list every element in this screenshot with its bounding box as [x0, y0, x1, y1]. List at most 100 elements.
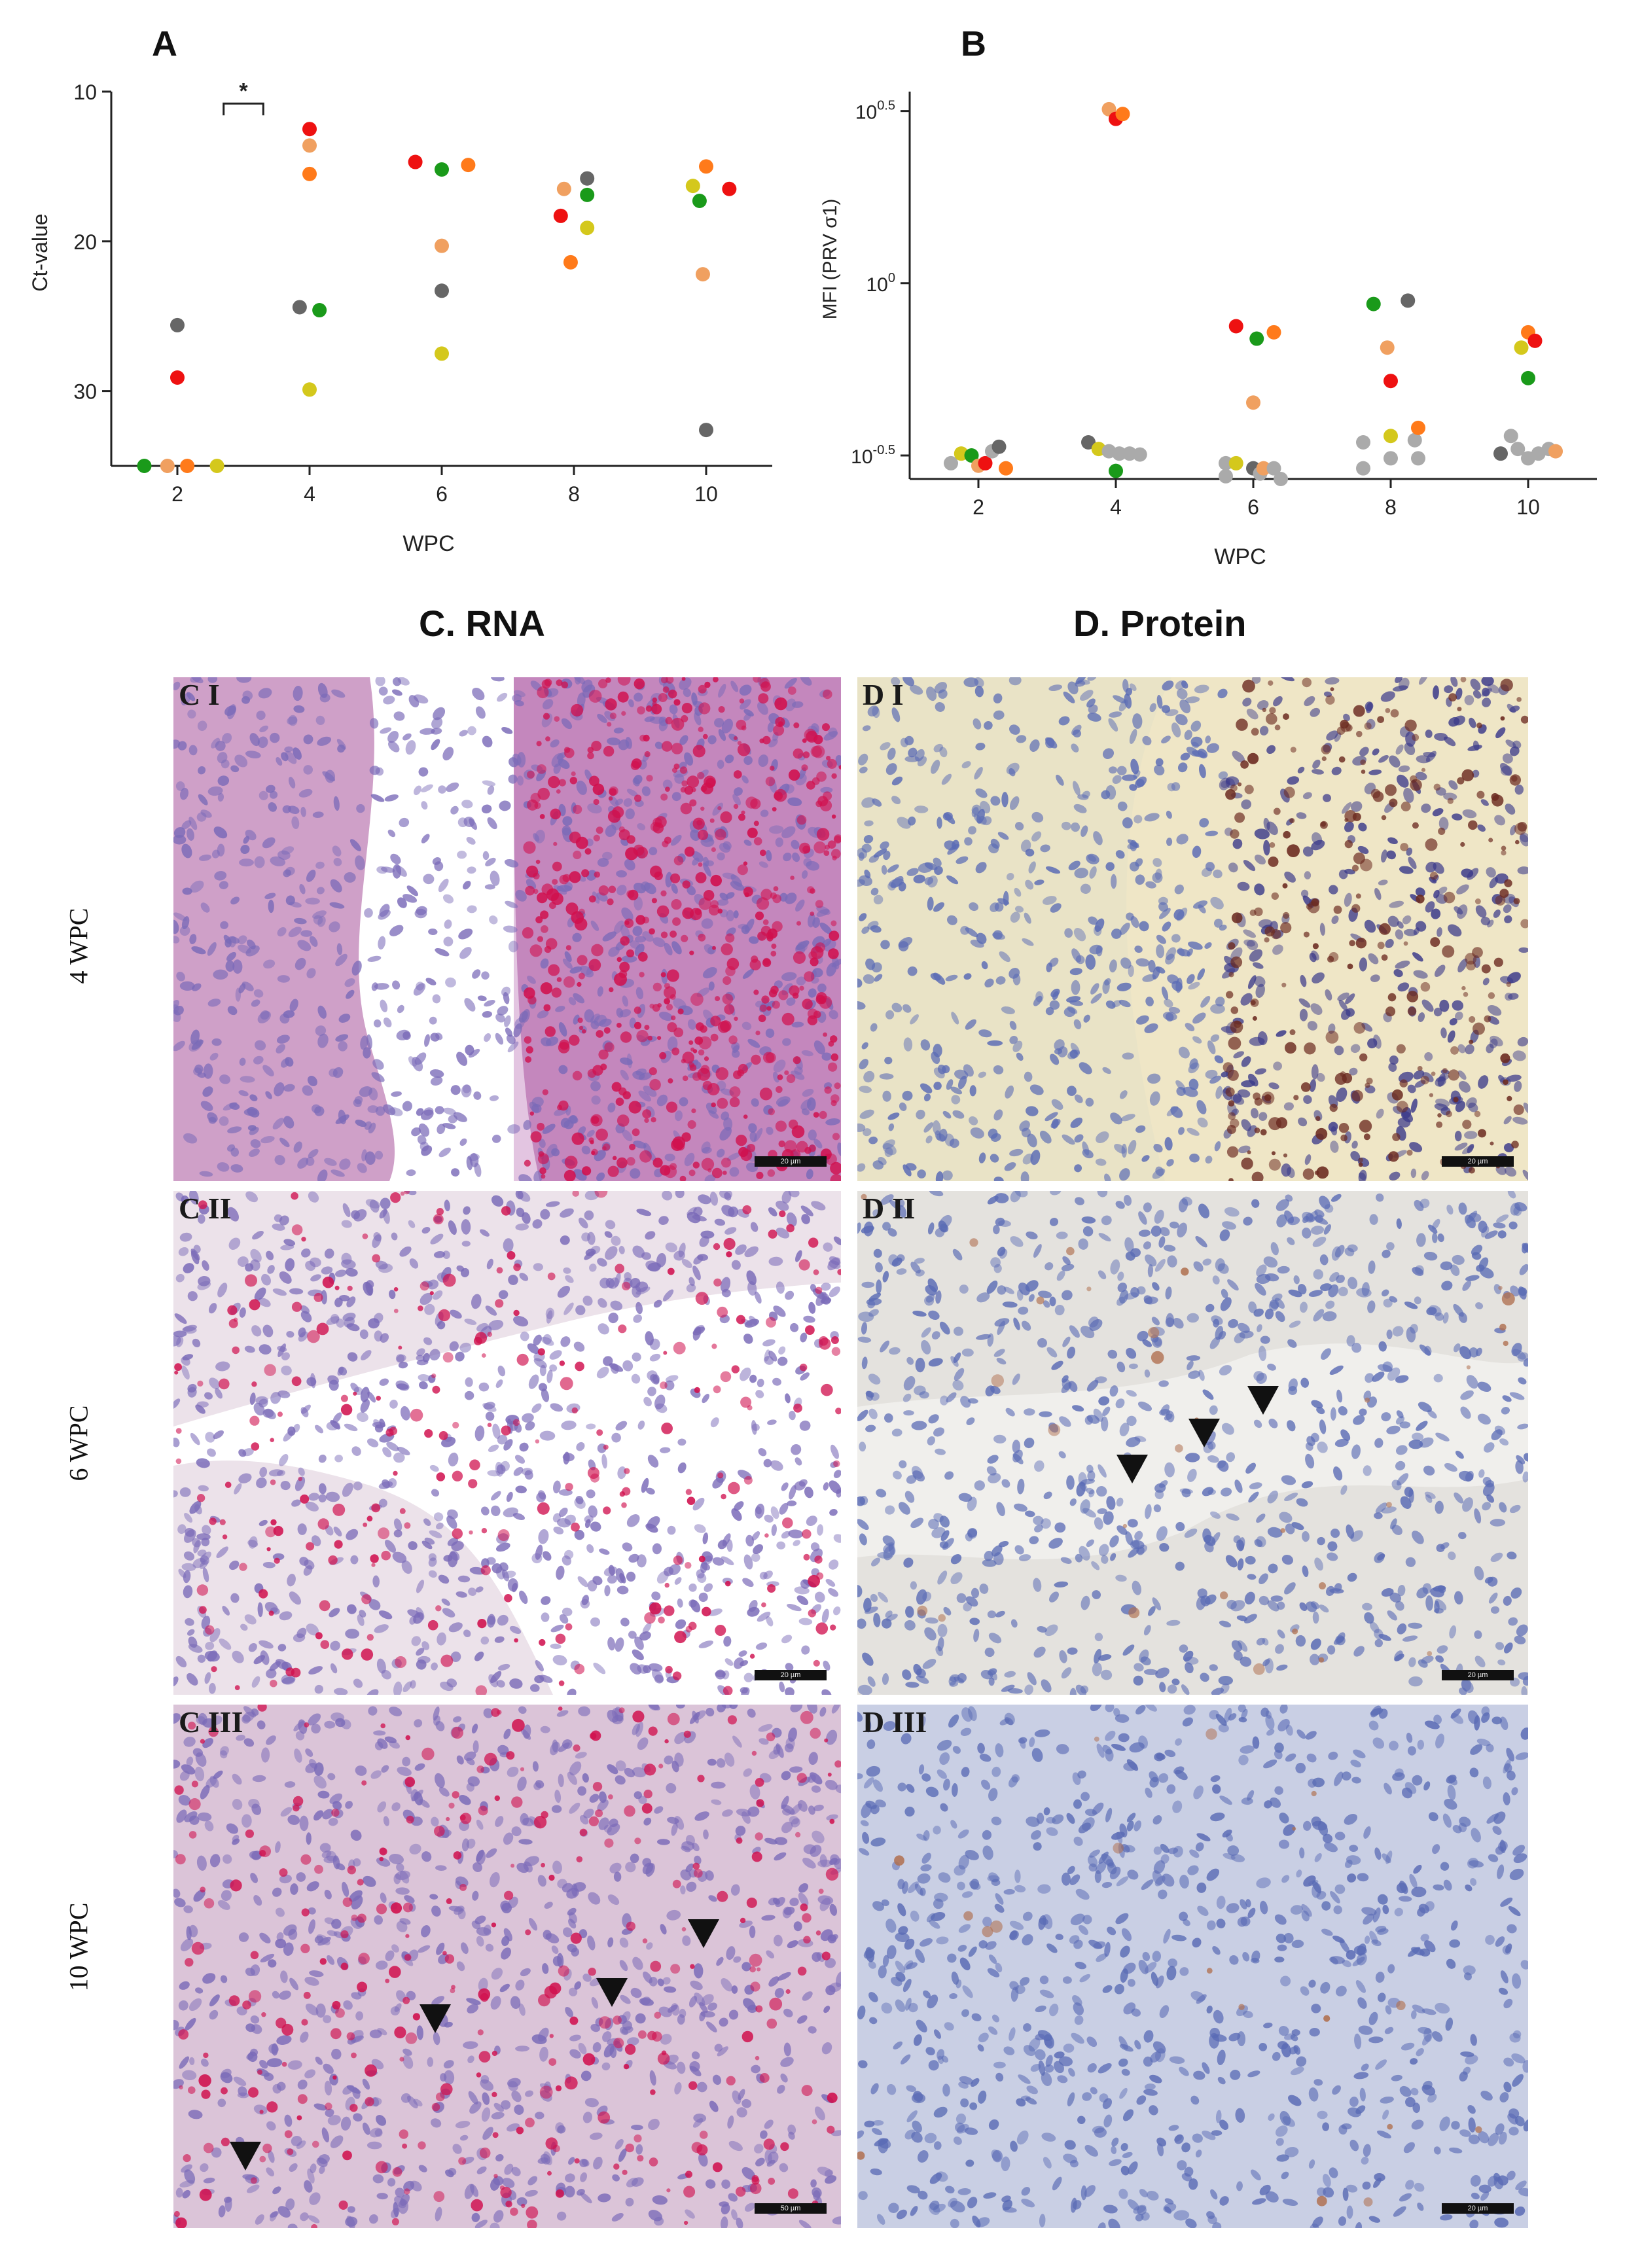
nucleus	[1256, 1264, 1267, 1277]
stain-signal	[525, 1056, 532, 1063]
nucleus	[1276, 1199, 1290, 1211]
nucleus	[1259, 1595, 1270, 1606]
stain-signal	[558, 1042, 570, 1054]
nucleus	[1413, 970, 1428, 979]
nucleus	[1166, 1620, 1181, 1626]
nucleus	[923, 1093, 931, 1102]
stain-signal	[710, 1016, 721, 1027]
stain-signal	[1392, 1133, 1401, 1141]
nucleus	[1221, 1288, 1228, 1299]
nucleus	[1028, 861, 1036, 874]
nucleus	[859, 1533, 867, 1546]
nucleus	[910, 1014, 919, 1025]
stain-signal	[1347, 963, 1353, 970]
stain-signal	[574, 1663, 585, 1674]
nucleus	[446, 1678, 457, 1688]
stain-signal	[594, 871, 600, 878]
nucleus	[512, 694, 522, 703]
nucleus	[1297, 1284, 1307, 1295]
nucleus	[1433, 685, 1439, 700]
nucleus	[351, 1210, 360, 1220]
nucleus	[387, 731, 399, 743]
nucleus	[1423, 752, 1436, 758]
stain-signal	[828, 948, 839, 959]
stain-signal	[660, 1165, 671, 1176]
nucleus	[607, 1894, 620, 1905]
stain-signal	[1228, 1112, 1236, 1120]
nucleus	[791, 840, 800, 849]
stain-signal	[527, 770, 535, 779]
stain-signal	[649, 1078, 661, 1091]
nucleus	[514, 2104, 524, 2115]
nucleus	[360, 1387, 370, 1402]
nucleus	[1327, 1552, 1338, 1561]
stain-signal	[796, 815, 807, 825]
nucleus	[251, 1803, 262, 1815]
nucleus	[868, 1373, 881, 1385]
data-point	[1356, 434, 1370, 450]
stain-signal	[1515, 840, 1520, 845]
stain-signal	[1361, 770, 1366, 774]
stain-signal	[618, 829, 630, 841]
nucleus	[1050, 1054, 1060, 1065]
stain-signal	[1264, 1094, 1272, 1101]
nucleus	[1458, 1202, 1467, 1215]
micrograph-c-i-image	[173, 677, 841, 1181]
stain-signal	[1365, 1397, 1370, 1403]
nucleus	[1049, 1296, 1056, 1307]
stain-signal	[832, 855, 837, 860]
stain-signal	[555, 1633, 566, 1644]
nucleus	[928, 1414, 939, 1424]
stain-signal	[1349, 940, 1355, 947]
nucleus	[744, 2203, 755, 2212]
nucleus	[1202, 1487, 1214, 1497]
nucleus	[613, 727, 624, 734]
nucleus	[914, 1258, 925, 1264]
stain-signal	[436, 1472, 446, 1481]
stain-signal	[607, 1165, 619, 1177]
stain-signal	[429, 1291, 434, 1296]
nucleus	[1192, 845, 1202, 859]
stain-signal	[1520, 919, 1528, 929]
nucleus	[185, 1528, 195, 1537]
nucleus	[946, 1392, 957, 1403]
stain-signal	[651, 898, 658, 904]
nucleus	[1391, 1480, 1402, 1491]
nucleus	[238, 935, 247, 945]
nucleus	[1442, 1312, 1449, 1324]
nucleus	[192, 1338, 201, 1347]
nucleus	[553, 1526, 564, 1534]
nucleus	[202, 1525, 211, 1535]
nucleus	[1320, 1283, 1332, 1292]
nucleus	[1301, 1481, 1313, 1489]
nucleus	[1043, 1300, 1050, 1308]
nucleus	[481, 2107, 491, 2122]
nucleus	[607, 737, 621, 746]
nucleus	[974, 1480, 985, 1491]
stain-signal	[537, 936, 544, 942]
nucleus	[888, 1254, 899, 1266]
nucleus	[984, 1550, 993, 1561]
nucleus	[353, 2113, 363, 2122]
nucleus	[356, 804, 365, 813]
nucleus	[207, 942, 217, 956]
stain-signal	[755, 1031, 760, 1036]
nucleus	[1386, 1425, 1401, 1434]
nucleus	[437, 1124, 446, 1135]
nucleus	[345, 1629, 359, 1639]
nucleus	[988, 1473, 1001, 1483]
nucleus	[1336, 1087, 1348, 1103]
nucleus	[562, 1555, 571, 1566]
nucleus	[1287, 1339, 1297, 1348]
nucleus	[992, 932, 1005, 940]
nucleus	[1238, 1145, 1251, 1154]
stain-signal	[592, 1065, 603, 1076]
nucleus	[1455, 688, 1463, 700]
nucleus	[480, 1636, 490, 1645]
nucleus	[298, 1467, 305, 1476]
stain-signal	[658, 1616, 665, 1624]
data-point	[1246, 395, 1260, 410]
nucleus	[1392, 685, 1408, 692]
nucleus	[1209, 1336, 1221, 1349]
nucleus	[202, 1260, 209, 1271]
